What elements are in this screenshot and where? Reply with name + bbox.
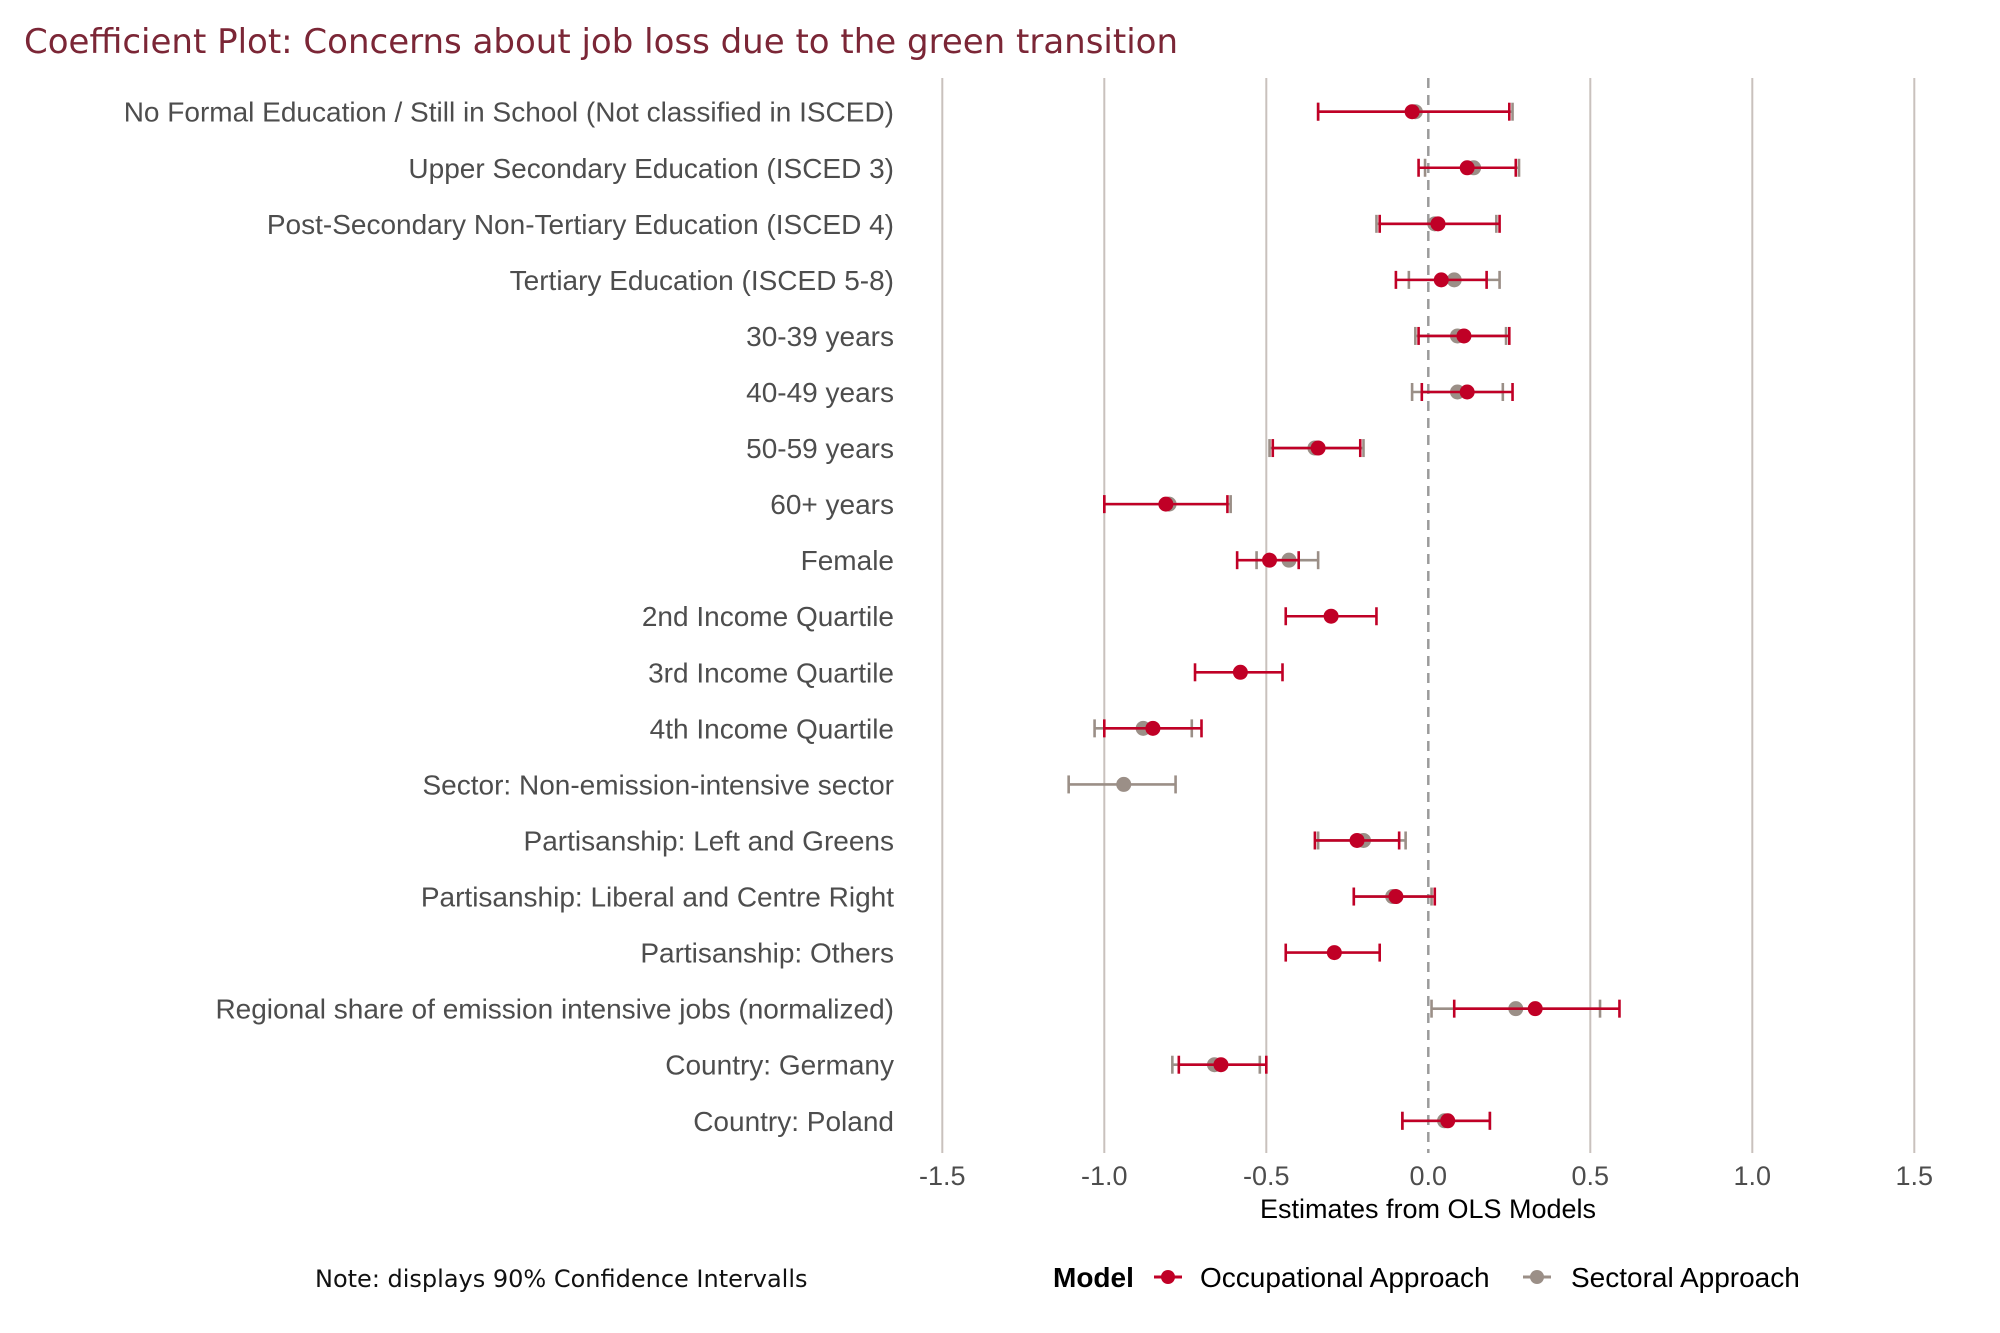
y-axis-label: 3rd Income Quartile (648, 657, 894, 688)
legend-label-sectoral: Sectoral Approach (1571, 1262, 1800, 1293)
coefficient-mark (1284, 943, 1381, 962)
y-axis-label: 4th Income Quartile (650, 713, 894, 744)
coefficient-mark (1284, 607, 1378, 626)
y-axis-label: Post-Secondary Non-Tertiary Education (I… (267, 209, 894, 240)
coefficient-mark (1103, 495, 1229, 514)
point-estimate (1404, 104, 1420, 120)
legend: Model Occupational Approach Sectoral App… (1053, 1262, 1800, 1293)
point-estimate (1145, 720, 1161, 736)
y-axis-label: 40-49 years (746, 377, 894, 408)
point-estimate (1213, 1057, 1229, 1073)
legend-title: Model (1053, 1262, 1134, 1293)
legend-label-occupational: Occupational Approach (1200, 1262, 1490, 1293)
y-axis-label: Country: Poland (693, 1106, 894, 1137)
y-axis-label: Country: Germany (665, 1050, 894, 1081)
x-tick-label: -0.5 (1243, 1161, 1290, 1191)
series-occupational-approach (1103, 102, 1621, 1130)
point-estimate (1310, 440, 1326, 456)
coefficient-mark (1271, 439, 1362, 458)
chart-title: Coefficient Plot: Concerns about job los… (24, 22, 1178, 62)
point-estimate (1459, 160, 1475, 176)
x-tick-label: 1.0 (1734, 1161, 1772, 1191)
x-axis-title: Estimates from OLS Models (1260, 1194, 1596, 1224)
coefficient-mark (1067, 775, 1177, 794)
ci-note: Note: displays 90% Confidence Intervalls (315, 1265, 808, 1293)
x-tick-label: -1.5 (919, 1161, 966, 1191)
point-estimate (1430, 216, 1446, 232)
y-axis-label: Sector: Non-emission-intensive sector (422, 769, 894, 800)
legend-key-occupational (1154, 1270, 1182, 1284)
x-tick-label: 1.5 (1896, 1161, 1934, 1191)
coefficient-mark (1313, 831, 1401, 850)
y-axis-label: 50-59 years (746, 433, 894, 464)
series-marks (1067, 102, 1621, 1130)
legend-key-sectoral (1523, 1270, 1551, 1284)
y-axis-label: 2nd Income Quartile (642, 601, 894, 632)
y-axis-label: Tertiary Education (ISCED 5-8) (510, 265, 894, 296)
coefficient-mark (1177, 1055, 1268, 1074)
legend-key-dot (1161, 1270, 1175, 1284)
y-axis-label: Partisanship: Left and Greens (524, 825, 894, 856)
point-estimate (1456, 328, 1472, 344)
point-estimate (1349, 832, 1365, 848)
x-tick-label: 0.5 (1572, 1161, 1610, 1191)
coefficient-mark (1316, 102, 1511, 121)
legend-key-dot (1530, 1270, 1544, 1284)
point-estimate (1326, 945, 1342, 961)
y-axis-label: Partisanship: Liberal and Centre Right (421, 882, 894, 913)
x-tick-label: 0.0 (1410, 1161, 1448, 1191)
coefficient-mark (1394, 270, 1488, 289)
point-estimate (1158, 496, 1174, 512)
point-estimate (1232, 664, 1248, 680)
y-axis-label: Female (801, 545, 894, 576)
coefficient-mark (1235, 551, 1300, 570)
y-axis-labels: No Formal Education / Still in School (N… (124, 97, 895, 1137)
y-axis-label: 60+ years (770, 489, 894, 520)
y-axis-label: Partisanship: Others (640, 938, 894, 969)
point-estimate (1388, 889, 1404, 905)
point-estimate (1459, 384, 1475, 400)
coefficient-mark (1352, 887, 1437, 906)
y-axis-label: Upper Secondary Education (ISCED 3) (408, 153, 894, 184)
coefficient-mark (1378, 214, 1501, 233)
point-estimate (1433, 272, 1449, 288)
x-tick-label: -1.0 (1081, 1161, 1128, 1191)
y-axis-label: No Formal Education / Still in School (N… (124, 97, 894, 128)
y-axis-label: 30-39 years (746, 321, 894, 352)
point-estimate (1527, 1001, 1543, 1017)
point-estimate (1116, 776, 1132, 792)
coefficient-mark (1103, 719, 1203, 738)
coefficient-mark (1452, 999, 1621, 1018)
coefficient-mark (1417, 158, 1518, 177)
point-estimate (1440, 1113, 1456, 1129)
coefficient-mark (1193, 663, 1284, 682)
coefficient-mark (1401, 1111, 1492, 1130)
x-axis-tick-labels: -1.5 -1.0 -0.5 0.0 0.5 1.0 1.5 (919, 1161, 1933, 1191)
gridlines (941, 78, 1916, 1153)
coefficient-mark (1417, 326, 1511, 345)
y-axis-label: Regional share of emission intensive job… (215, 994, 894, 1025)
point-estimate (1323, 608, 1339, 624)
coefficient-mark (1420, 383, 1514, 401)
point-estimate (1262, 552, 1278, 568)
